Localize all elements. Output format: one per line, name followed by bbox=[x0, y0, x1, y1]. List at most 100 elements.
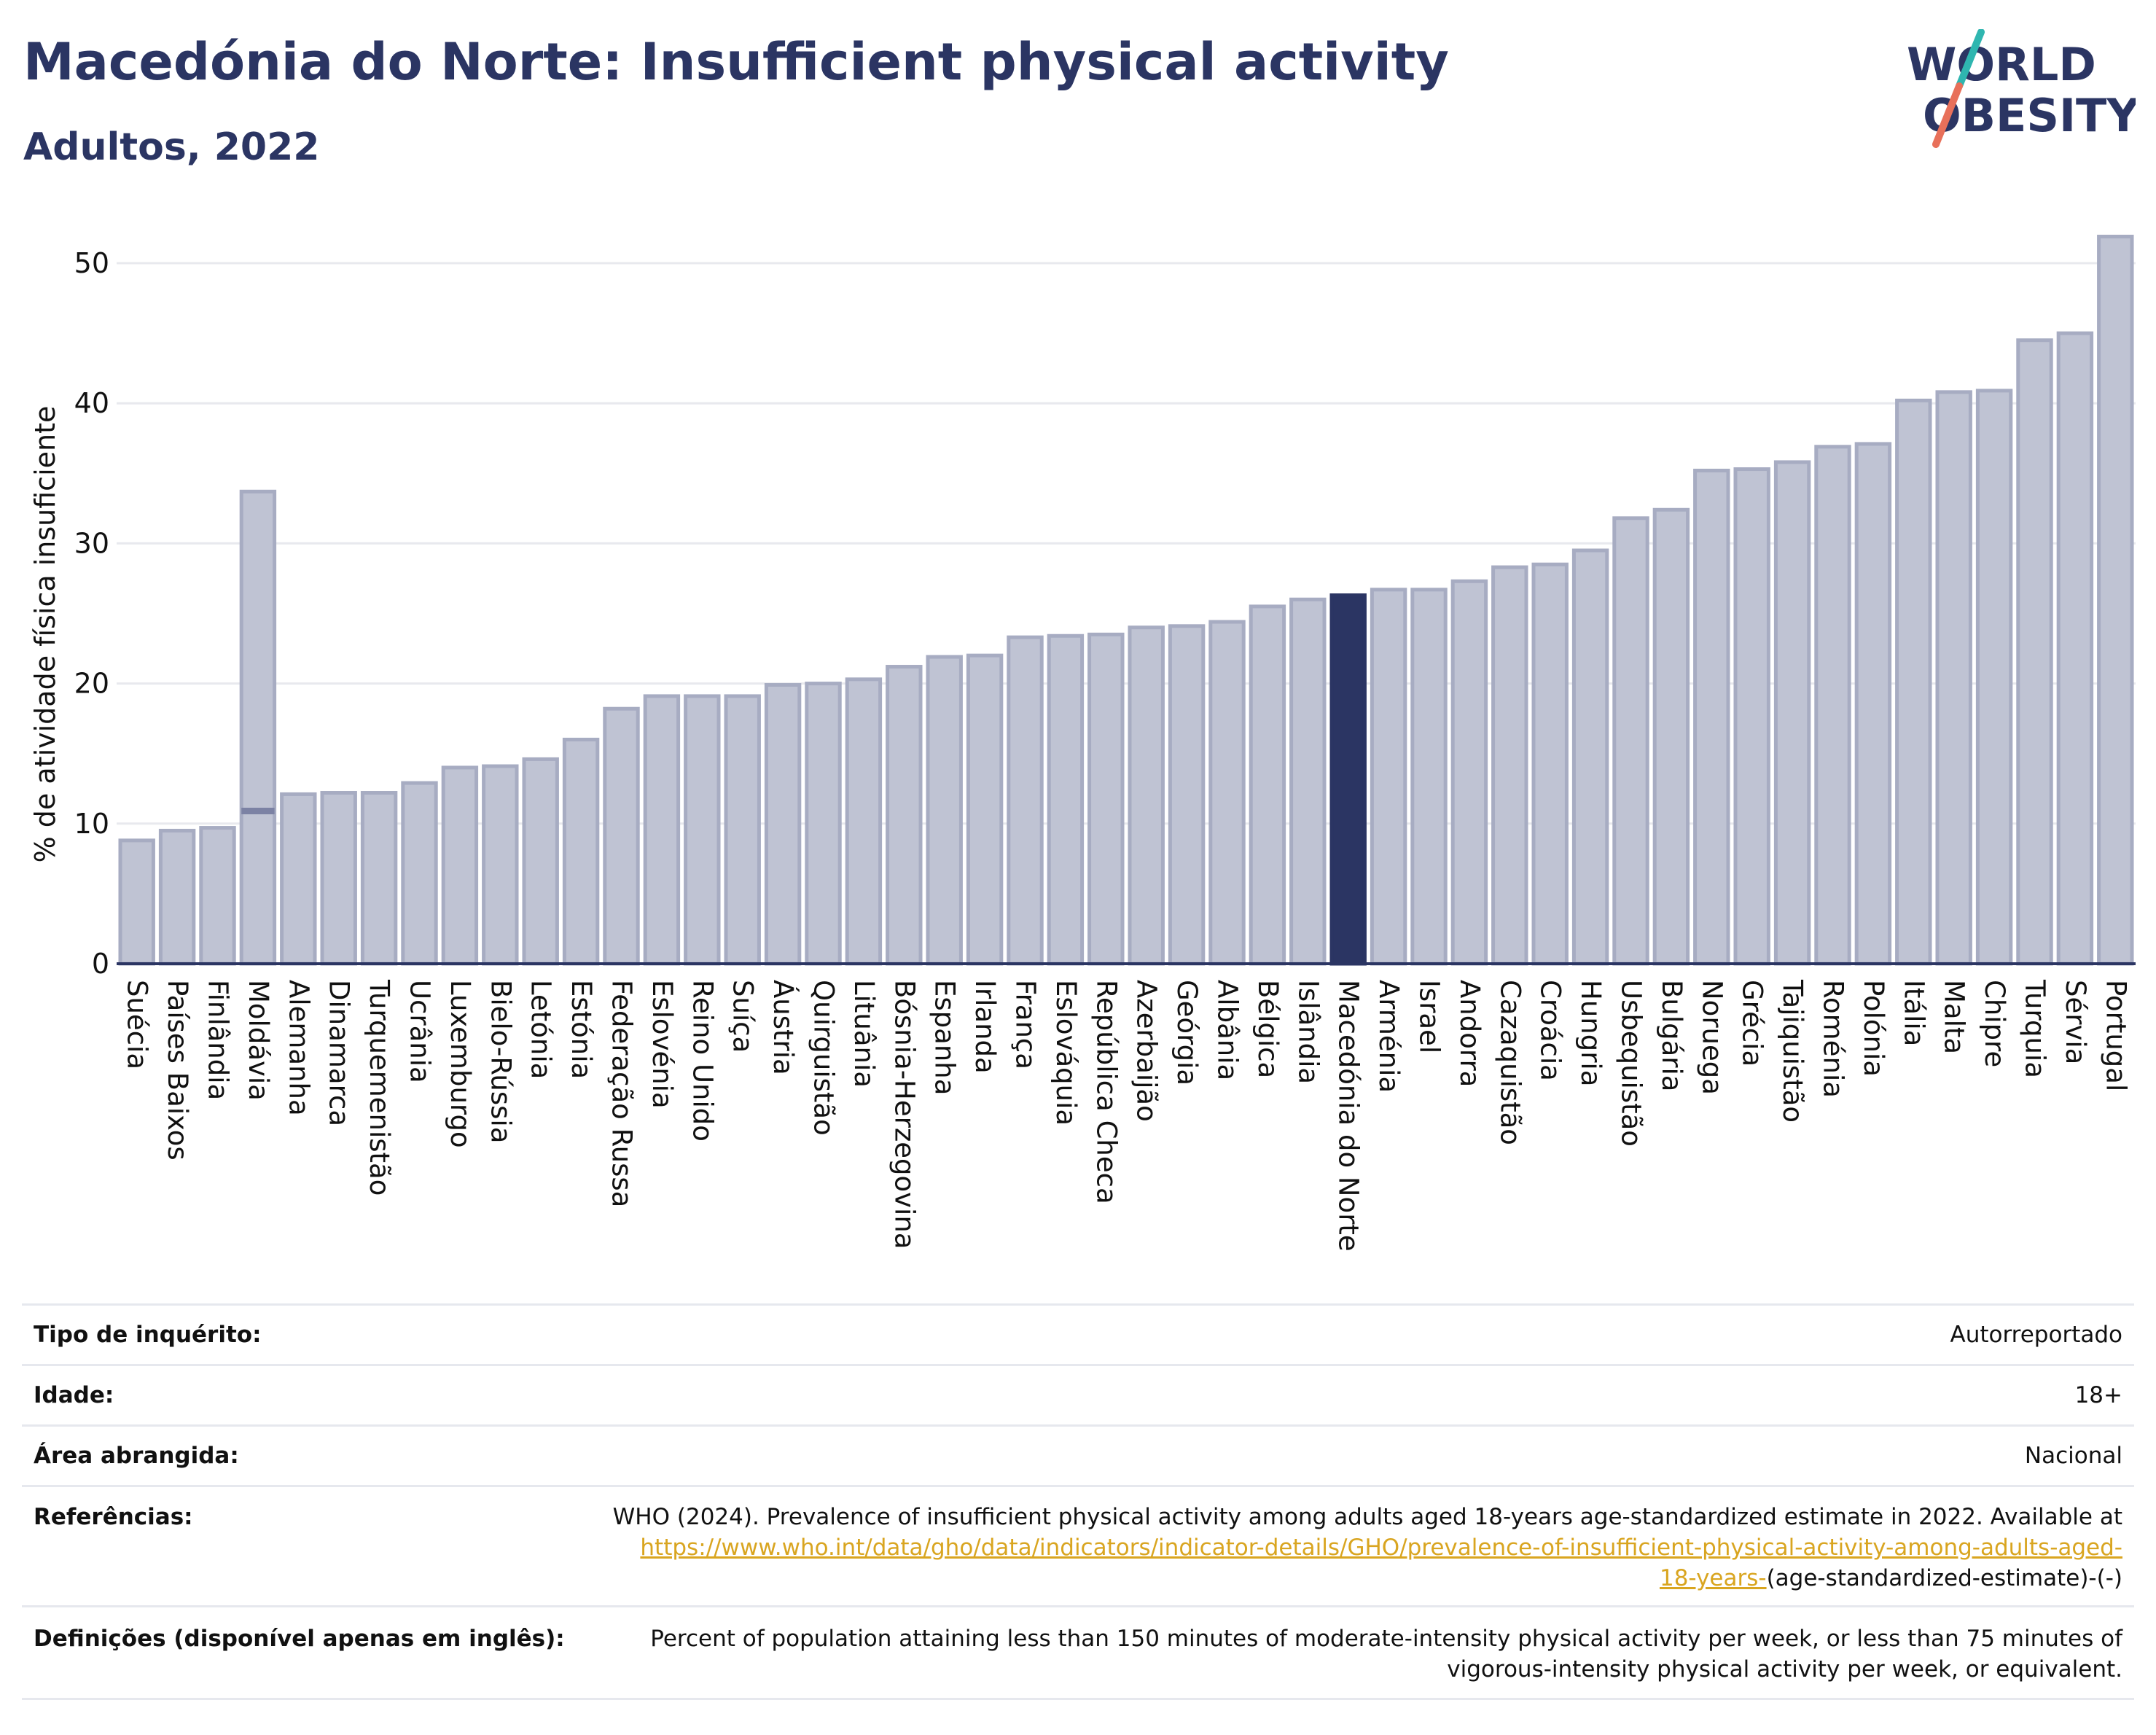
bar bbox=[1652, 507, 1690, 966]
bar bbox=[724, 694, 761, 966]
x-tick-label: Eslovénia bbox=[647, 980, 678, 1109]
x-tick-label: Quirguistão bbox=[808, 980, 840, 1136]
x-tick-label: Tajiquistão bbox=[1777, 979, 1808, 1123]
y-tick-label: 30 bbox=[74, 527, 109, 559]
bar bbox=[684, 694, 721, 966]
reference-link-part1[interactable]: https://www.who.int/data/gho/data/indica… bbox=[640, 1535, 2122, 1561]
bar bbox=[1168, 624, 1206, 966]
bar bbox=[2056, 331, 2094, 966]
survey-type-label: Tipo de inquérito: bbox=[34, 1322, 262, 1348]
x-tick-label: Portugal bbox=[2100, 980, 2131, 1091]
bar bbox=[1450, 579, 1488, 966]
bar bbox=[1128, 625, 1165, 966]
x-tick-label: Macedónia do Norte bbox=[1333, 980, 1364, 1252]
x-tick-label: Ucrânia bbox=[405, 980, 436, 1083]
y-tick-label: 0 bbox=[92, 948, 109, 980]
x-tick-label: Azerbaijão bbox=[1131, 980, 1163, 1122]
bar bbox=[1935, 390, 1972, 966]
x-tick-label: Áustria bbox=[768, 980, 800, 1075]
x-tick-label: Alemanha bbox=[283, 980, 314, 1116]
x-tick-label: Turquia bbox=[2020, 979, 2051, 1078]
bar bbox=[1249, 604, 1286, 966]
x-tick-label: Irlanda bbox=[969, 980, 1001, 1074]
world-obesity-logo: WORLD OBESITY bbox=[1907, 29, 2136, 148]
area-value: Nacional bbox=[2024, 1443, 2122, 1469]
bar bbox=[280, 792, 317, 966]
meta-row-area: Área abrangida: Nacional bbox=[22, 1424, 2134, 1485]
x-tick-label: Lituânia bbox=[848, 980, 880, 1088]
x-tick-label: Bósnia-Herzegovina bbox=[888, 980, 920, 1249]
bar-chart: 0 10 20 30 40 50 Suécia Países Baixos Finlândia M… bbox=[74, 234, 2136, 1252]
meta-row-survey-type: Tipo de inquérito: Autorreportado bbox=[22, 1303, 2134, 1364]
bar bbox=[603, 706, 640, 966]
age-value: 18+ bbox=[2074, 1382, 2122, 1408]
x-tick-label: Noruega bbox=[1696, 980, 1727, 1095]
x-tick-label: Moldávia bbox=[243, 980, 274, 1101]
bar bbox=[482, 764, 519, 966]
bar bbox=[926, 655, 963, 966]
definitions-line2: vigorous-intensity physical activity per… bbox=[1447, 1656, 2122, 1683]
x-tick-label: Países Baixos bbox=[162, 980, 193, 1161]
x-tick-label: Itália bbox=[1898, 980, 1929, 1046]
bar bbox=[1895, 398, 1932, 966]
logo-slash-coral bbox=[1932, 82, 1963, 148]
reference-link-part2[interactable]: 18-years- bbox=[1659, 1565, 1767, 1591]
bar bbox=[1693, 468, 1730, 966]
bar bbox=[1208, 620, 1246, 966]
bar bbox=[1975, 389, 2013, 966]
x-tick-label: Israel bbox=[1414, 980, 1445, 1053]
bar bbox=[320, 791, 357, 966]
x-tick-label: Federação Russa bbox=[606, 980, 638, 1207]
meta-row-references: Referências: WHO (2024). Prevalence of i… bbox=[22, 1485, 2134, 1605]
metadata-table: Tipo de inquérito: Autorreportado Idade:… bbox=[22, 1303, 2134, 1700]
chart-subtitle: Adultos, 2022 bbox=[23, 125, 320, 169]
bar bbox=[401, 781, 438, 966]
definitions-label: Definições (disponível apenas em inglês)… bbox=[34, 1626, 565, 1652]
x-tick-label: Espanha bbox=[929, 980, 961, 1095]
x-tick-label: Reino Unido bbox=[687, 980, 718, 1142]
x-tick-label: Cazaquistão bbox=[1494, 980, 1526, 1145]
bar bbox=[199, 826, 236, 966]
x-tick-label: França bbox=[1010, 980, 1042, 1069]
bar bbox=[239, 489, 277, 966]
references-label: Referências: bbox=[34, 1504, 193, 1530]
x-tick-label: Roménia bbox=[1818, 980, 1849, 1098]
x-tick-label: Usbequistão bbox=[1616, 980, 1647, 1147]
x-tick-label: Croácia bbox=[1535, 980, 1566, 1081]
definitions-line1: Percent of population attaining less tha… bbox=[650, 1626, 2122, 1652]
bar bbox=[360, 791, 398, 966]
bar bbox=[764, 683, 802, 966]
x-tick-label: Estónia bbox=[566, 980, 597, 1079]
logo-slash-teal bbox=[1956, 29, 1985, 90]
x-tick-label: Suécia bbox=[122, 980, 153, 1069]
x-tick-label: Eslováquia bbox=[1050, 980, 1082, 1126]
x-tick-label: Malta bbox=[1939, 980, 1970, 1054]
meta-row-definitions: Definições (disponível apenas em inglês)… bbox=[22, 1605, 2134, 1700]
bar bbox=[1854, 442, 1892, 966]
x-tick-label: Bélgica bbox=[1252, 980, 1284, 1078]
bar bbox=[643, 694, 681, 966]
x-tick-label: Arménia bbox=[1373, 980, 1405, 1093]
definitions-value: Percent of population attaining less tha… bbox=[650, 1623, 2134, 1685]
x-tick-label: Bielo-Rússia bbox=[485, 980, 516, 1143]
meta-row-age: Idade: 18+ bbox=[22, 1364, 2134, 1424]
bar bbox=[805, 682, 842, 966]
bar bbox=[1733, 467, 1770, 966]
bar bbox=[1087, 632, 1125, 966]
chart-title: Macedónia do Norte: Insufficient physica… bbox=[23, 32, 1449, 92]
logo-line1: WORLD bbox=[1907, 38, 2096, 91]
bar bbox=[1007, 635, 1044, 966]
bar bbox=[1329, 593, 1367, 966]
x-tick-label: Chipre bbox=[1979, 980, 2010, 1067]
bar bbox=[118, 838, 155, 966]
y-tick-label: 10 bbox=[74, 808, 109, 840]
x-tick-label: Finlândia bbox=[203, 980, 234, 1100]
x-tick-label: Sérvia bbox=[2060, 980, 2091, 1064]
bar bbox=[1047, 633, 1085, 966]
references-suffix: (age-standardized-estimate)-(-) bbox=[1766, 1565, 2122, 1591]
bar bbox=[886, 665, 923, 966]
x-tick-label: Andorra bbox=[1454, 980, 1485, 1087]
references-text: WHO (2024). Prevalence of insufficient p… bbox=[612, 1504, 2122, 1530]
bar bbox=[1571, 548, 1609, 966]
bar bbox=[1531, 562, 1569, 966]
